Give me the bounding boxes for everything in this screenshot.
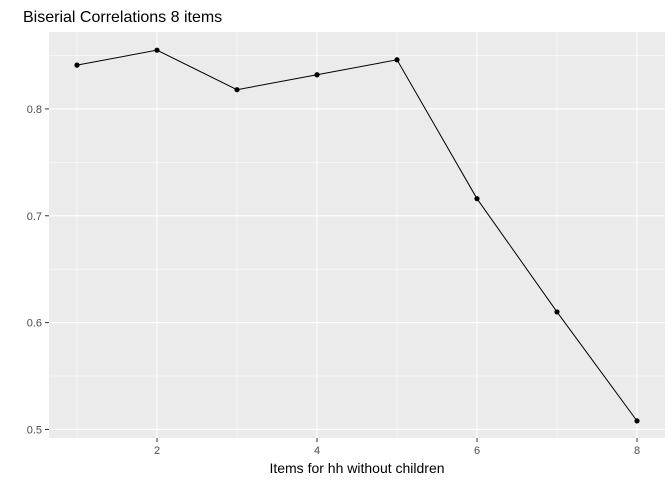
x-tick-label: 8	[634, 445, 640, 457]
series-line	[76, 49, 638, 422]
data-point	[234, 87, 240, 93]
data-point	[394, 57, 400, 63]
grid-major	[49, 32, 665, 438]
y-tick-label: 0.6	[27, 318, 42, 330]
y-axis: 0.5 0.6 0.7 0.8	[27, 104, 49, 436]
y-tick-label: 0.7	[27, 211, 42, 223]
data-point	[554, 309, 560, 315]
x-axis-label: Items for hh without children	[269, 460, 444, 476]
x-tick-label: 6	[474, 445, 480, 457]
series-layer	[74, 47, 640, 424]
data-point	[74, 62, 80, 68]
data-point	[154, 47, 160, 53]
data-point	[634, 418, 640, 424]
x-tick-label: 2	[154, 445, 160, 457]
plot-panel	[49, 32, 665, 438]
chart-title: Biserial Correlations 8 items	[23, 9, 222, 26]
data-point	[314, 72, 320, 78]
y-tick-label: 0.8	[27, 104, 42, 116]
x-tick-label: 4	[314, 445, 320, 457]
x-axis: 2 4 6 8	[154, 438, 640, 457]
y-tick-label: 0.5	[27, 424, 42, 436]
grid-minor	[49, 32, 665, 438]
data-point	[474, 196, 480, 202]
